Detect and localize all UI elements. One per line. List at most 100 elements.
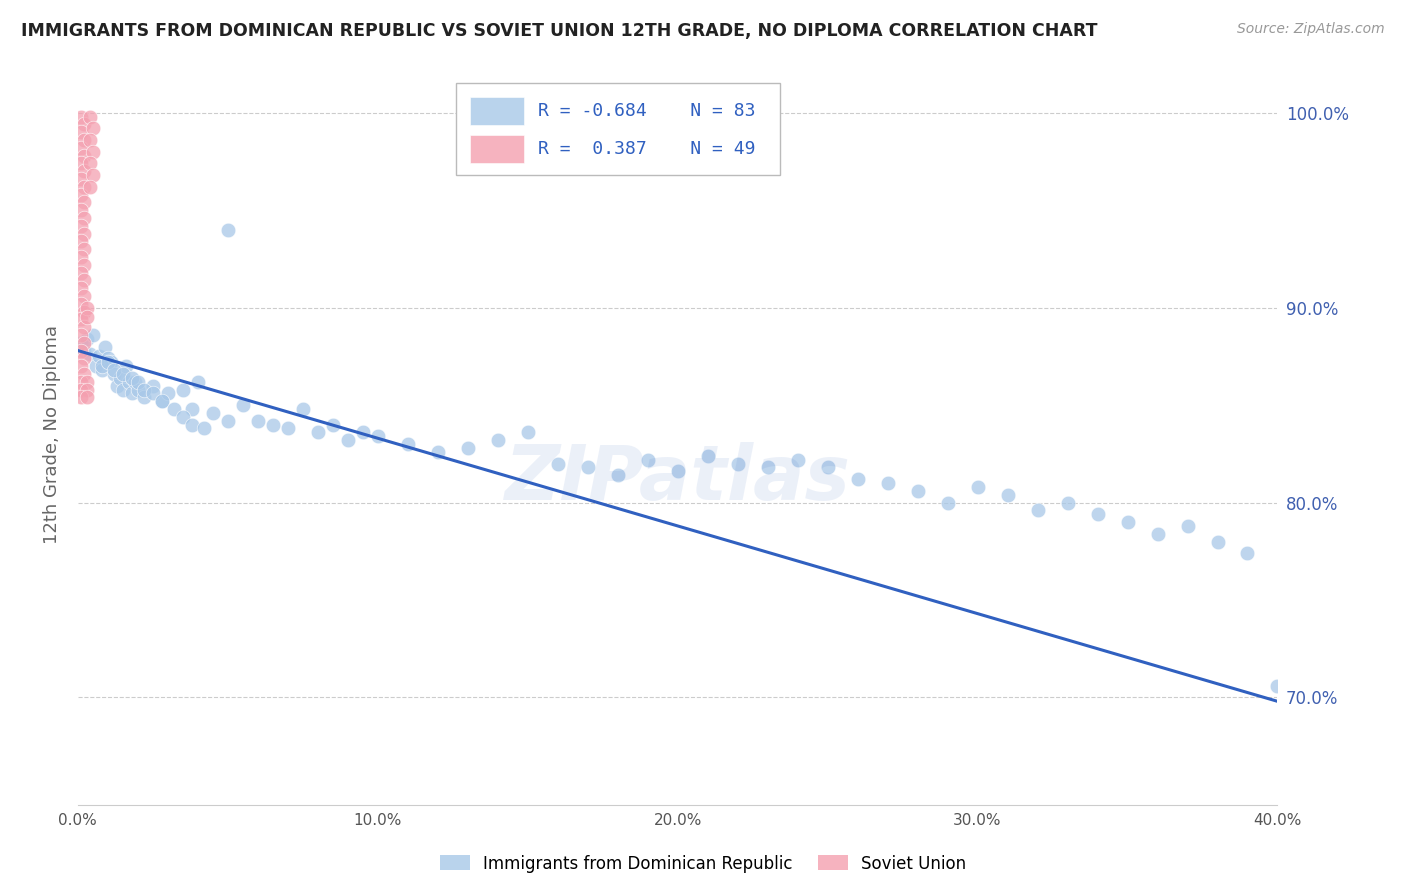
Point bbox=[73, 179, 96, 194]
Point bbox=[1026, 503, 1049, 517]
Point bbox=[73, 164, 96, 178]
Point bbox=[666, 464, 689, 478]
Point bbox=[786, 452, 808, 467]
Point bbox=[73, 289, 96, 303]
Point bbox=[76, 301, 98, 315]
Point bbox=[696, 449, 718, 463]
Point bbox=[79, 133, 101, 147]
Point bbox=[132, 390, 155, 404]
Point bbox=[846, 472, 869, 486]
Point bbox=[172, 409, 194, 424]
Point bbox=[76, 310, 98, 325]
Point bbox=[69, 156, 91, 170]
Point bbox=[76, 332, 98, 346]
Point bbox=[73, 335, 96, 350]
Point bbox=[307, 425, 329, 440]
Point bbox=[69, 235, 91, 249]
Point bbox=[1146, 526, 1168, 541]
Point bbox=[69, 250, 91, 264]
Point bbox=[322, 417, 344, 432]
Point bbox=[150, 394, 173, 409]
Point bbox=[69, 312, 91, 326]
Point bbox=[1267, 679, 1289, 693]
Point bbox=[180, 402, 202, 417]
Point bbox=[1236, 546, 1258, 560]
Point bbox=[94, 340, 117, 354]
Point bbox=[73, 118, 96, 132]
Point bbox=[277, 421, 299, 435]
Point bbox=[118, 375, 141, 389]
Text: R =  0.387    N = 49: R = 0.387 N = 49 bbox=[538, 140, 756, 158]
Y-axis label: 12th Grade, No Diploma: 12th Grade, No Diploma bbox=[44, 325, 60, 544]
Point bbox=[187, 375, 209, 389]
Point bbox=[727, 457, 749, 471]
Point bbox=[105, 378, 128, 392]
Text: ZIPatlas: ZIPatlas bbox=[505, 442, 851, 516]
Point bbox=[73, 343, 96, 358]
Point bbox=[82, 327, 104, 342]
Point bbox=[163, 402, 186, 417]
Point bbox=[907, 483, 929, 498]
Point bbox=[124, 375, 146, 389]
Point bbox=[69, 219, 91, 233]
Point bbox=[69, 125, 91, 139]
Point bbox=[69, 187, 91, 202]
Point bbox=[352, 425, 374, 440]
Point bbox=[87, 350, 110, 364]
Point bbox=[79, 110, 101, 124]
Point bbox=[103, 367, 125, 381]
Point bbox=[114, 359, 136, 373]
Point bbox=[201, 406, 224, 420]
Point bbox=[108, 371, 131, 385]
Point bbox=[69, 266, 91, 280]
Point bbox=[79, 347, 101, 361]
Text: R = -0.684    N = 83: R = -0.684 N = 83 bbox=[538, 102, 756, 120]
Point bbox=[217, 223, 239, 237]
Point bbox=[73, 195, 96, 210]
Point bbox=[936, 495, 959, 509]
Point bbox=[79, 156, 101, 170]
Point bbox=[172, 383, 194, 397]
Point bbox=[217, 414, 239, 428]
Point bbox=[69, 327, 91, 342]
Point bbox=[73, 242, 96, 256]
Point bbox=[69, 343, 91, 358]
Point bbox=[82, 168, 104, 182]
Point bbox=[76, 390, 98, 404]
Point bbox=[69, 359, 91, 373]
Point bbox=[73, 211, 96, 225]
Point bbox=[576, 460, 599, 475]
Point bbox=[73, 273, 96, 287]
Point bbox=[69, 335, 91, 350]
Point bbox=[79, 179, 101, 194]
Point bbox=[90, 359, 112, 373]
Point bbox=[756, 460, 779, 475]
Point bbox=[457, 441, 479, 455]
Point bbox=[547, 457, 569, 471]
Point bbox=[121, 386, 143, 401]
Point bbox=[142, 378, 165, 392]
FancyBboxPatch shape bbox=[456, 83, 779, 175]
Point bbox=[367, 429, 389, 443]
Point bbox=[486, 433, 509, 447]
Point bbox=[69, 203, 91, 218]
Point bbox=[73, 227, 96, 241]
Point bbox=[69, 141, 91, 155]
Point bbox=[103, 363, 125, 377]
Point bbox=[1177, 519, 1199, 533]
Point bbox=[156, 386, 179, 401]
Point bbox=[291, 402, 314, 417]
Point bbox=[516, 425, 538, 440]
Point bbox=[127, 383, 149, 397]
Point bbox=[997, 488, 1019, 502]
Point bbox=[817, 460, 839, 475]
Point bbox=[193, 421, 215, 435]
Point bbox=[82, 145, 104, 159]
Point bbox=[82, 121, 104, 136]
Point bbox=[121, 371, 143, 385]
Point bbox=[637, 452, 659, 467]
Bar bbox=[470, 96, 524, 125]
Text: Source: ZipAtlas.com: Source: ZipAtlas.com bbox=[1237, 22, 1385, 37]
Point bbox=[1116, 515, 1139, 529]
Point bbox=[76, 375, 98, 389]
